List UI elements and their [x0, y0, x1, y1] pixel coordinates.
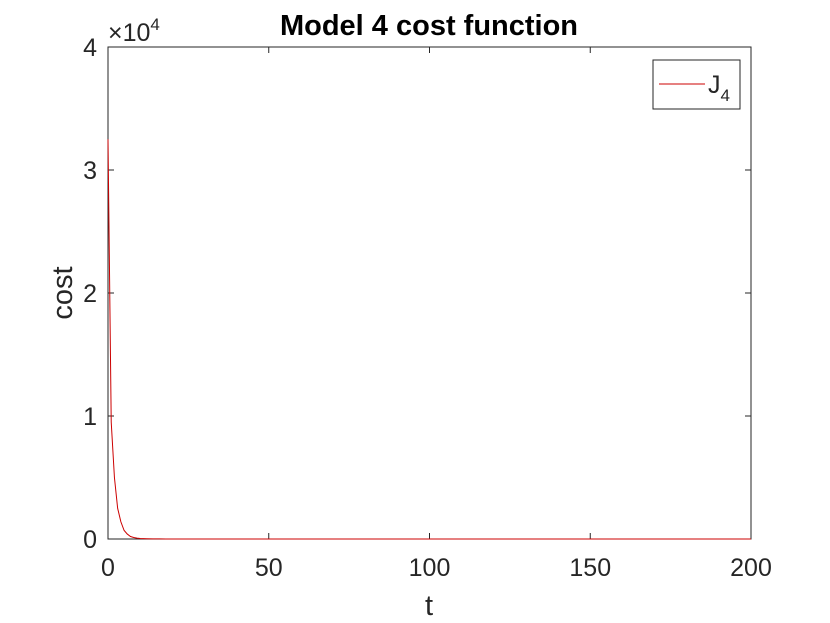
- plot-area: [107, 46, 752, 540]
- y-axis-label: cost: [47, 266, 79, 319]
- x-tick-label: 200: [730, 554, 772, 582]
- y-axis-exponent: ×104: [108, 15, 160, 47]
- x-tick-label: 150: [569, 554, 611, 582]
- y-tick-label: 2: [83, 280, 97, 308]
- y-tick-label: 1: [83, 403, 97, 431]
- y-tick-label: 3: [83, 157, 97, 185]
- y-tick-label: 0: [83, 526, 97, 554]
- y-axis-exponent-power: 4: [150, 15, 159, 34]
- chart-title: Model 4 cost function: [280, 10, 578, 42]
- y-axis-exponent-base: ×10: [108, 19, 150, 47]
- legend[interactable]: J4: [652, 59, 741, 110]
- x-tick-label: 100: [409, 554, 451, 582]
- series-layer: [107, 139, 751, 540]
- x-tick-label: 0: [101, 554, 115, 582]
- x-tick-label: 50: [255, 554, 283, 582]
- y-tick-label: 4: [83, 34, 97, 62]
- legend-label-subscript: 4: [721, 86, 730, 105]
- legend-label-j4: J4: [708, 71, 730, 105]
- x-axis-label: t: [425, 590, 433, 622]
- legend-label-main: J: [708, 71, 721, 99]
- axis-tick-labels: 0 50 100 150 200 0 1 2 3 4: [83, 34, 772, 582]
- series-line-j4: [107, 139, 751, 540]
